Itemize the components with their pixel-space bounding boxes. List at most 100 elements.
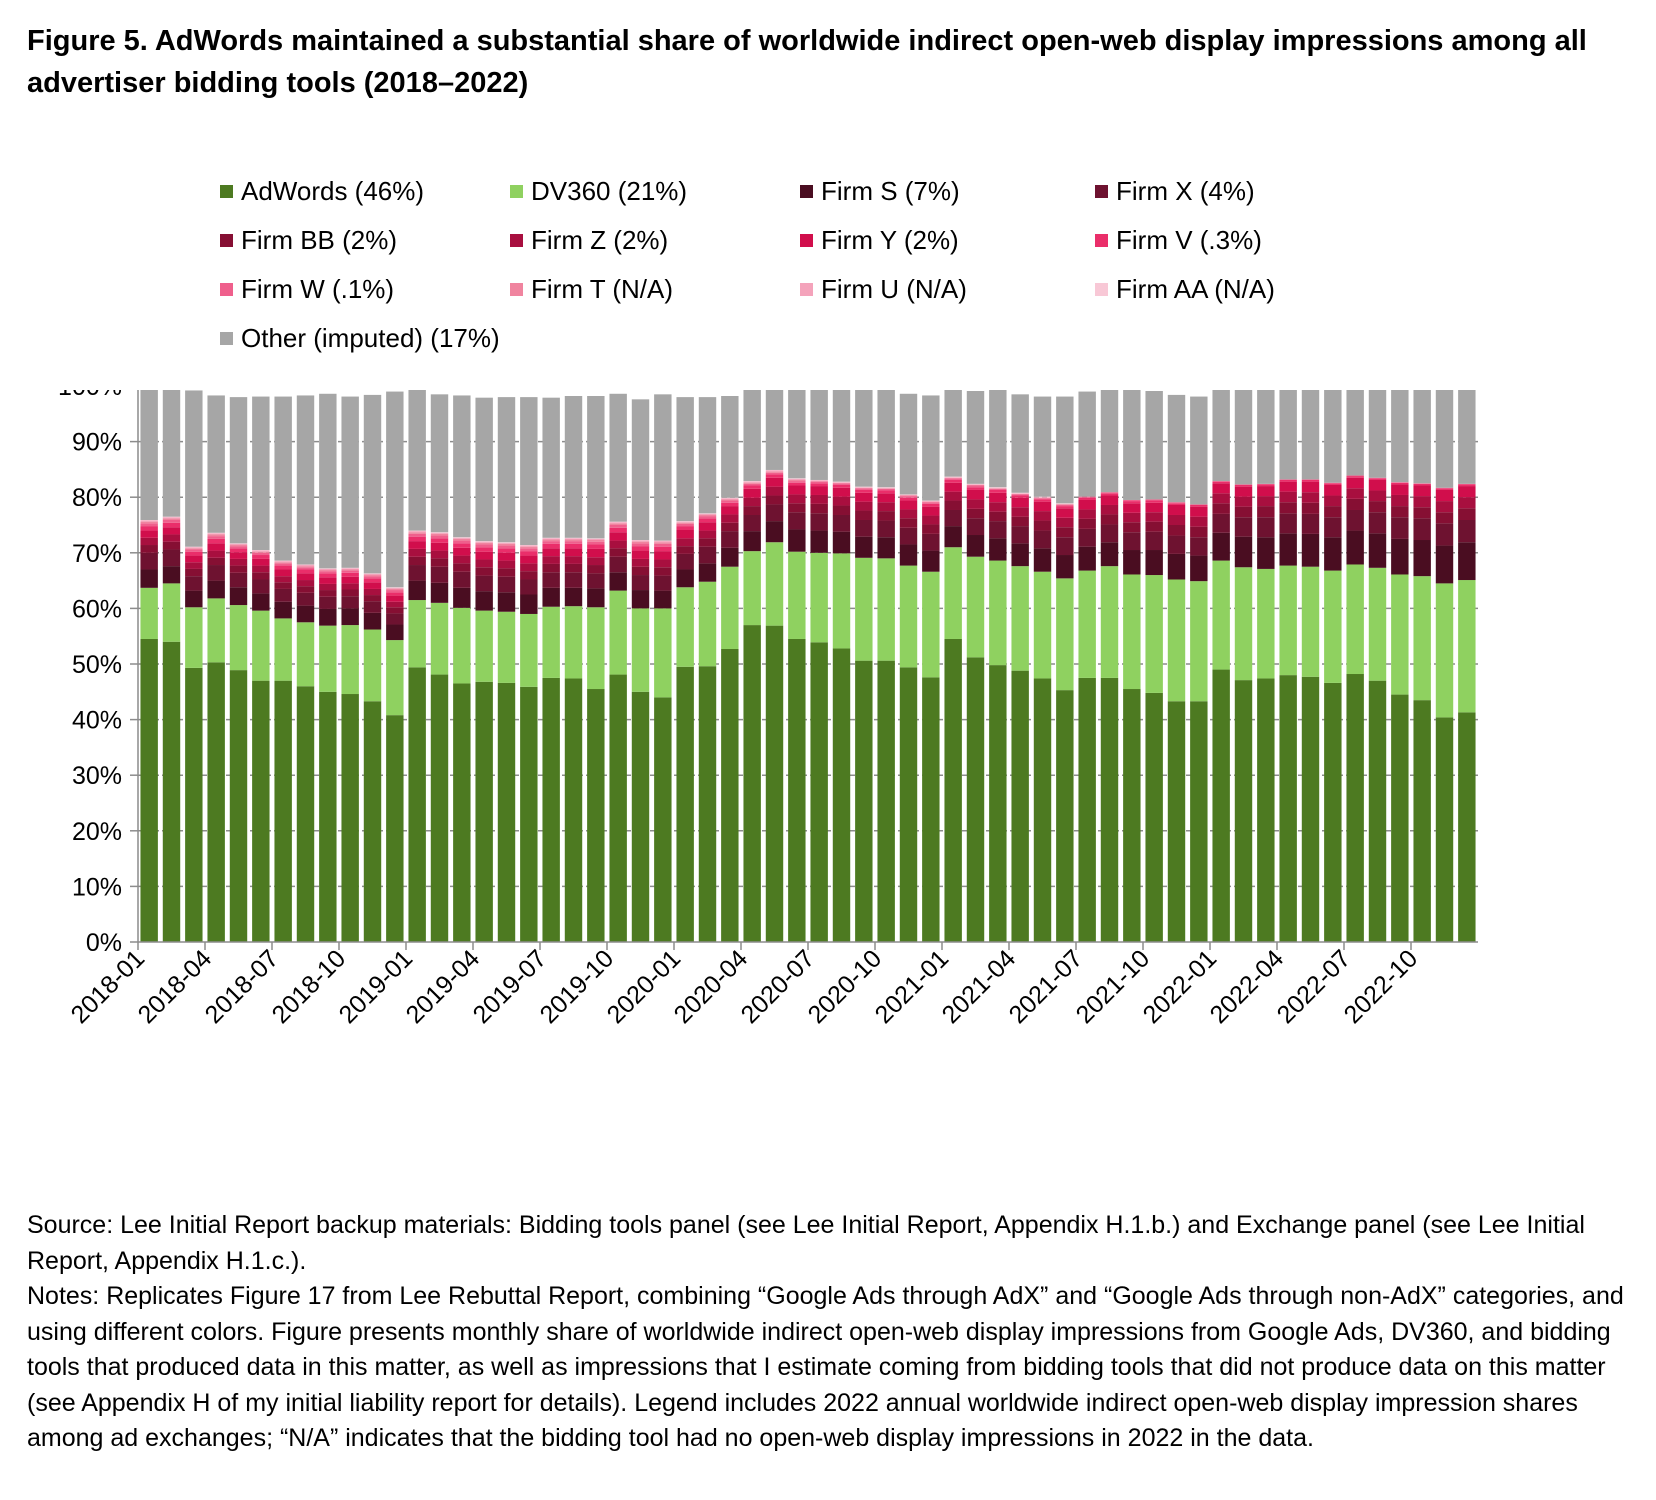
bar-segment bbox=[341, 608, 359, 626]
bar-segment bbox=[1145, 550, 1163, 576]
bar-segment bbox=[698, 518, 717, 523]
bar-segment bbox=[1011, 670, 1029, 942]
bar-segment bbox=[497, 552, 516, 561]
bar-segment bbox=[721, 497, 739, 499]
bar-segment bbox=[430, 542, 449, 551]
bar-segment bbox=[140, 520, 158, 521]
bar-segment bbox=[1435, 489, 1454, 502]
bar-segment bbox=[430, 674, 449, 942]
bar-segment bbox=[989, 492, 1007, 503]
bar-segment bbox=[899, 667, 918, 942]
bar-segment bbox=[229, 552, 248, 559]
x-tick-label: 2020-04 bbox=[669, 944, 754, 1029]
bar-segment bbox=[1167, 525, 1186, 536]
bar-segment bbox=[564, 678, 583, 942]
legend-label: AdWords (46%) bbox=[241, 176, 425, 206]
bar-segment bbox=[765, 472, 784, 475]
bar-segment bbox=[564, 563, 583, 573]
x-tick-label: 2018-10 bbox=[267, 944, 352, 1029]
bar-segment bbox=[520, 613, 538, 687]
bar-segment bbox=[788, 478, 806, 480]
bar-segment bbox=[1301, 492, 1320, 503]
bar-segment bbox=[363, 701, 382, 942]
bar-segment bbox=[296, 567, 315, 570]
bar-segment bbox=[1100, 514, 1119, 525]
bar-segment bbox=[1391, 517, 1409, 539]
bar-segment bbox=[788, 503, 806, 513]
bar-segment bbox=[1458, 484, 1476, 487]
bar-segment bbox=[899, 518, 918, 528]
bar-segment bbox=[1123, 499, 1141, 502]
legend-swatch bbox=[800, 283, 813, 296]
bar-segment bbox=[922, 550, 940, 572]
bar-segment bbox=[1368, 477, 1387, 479]
bar-segment bbox=[944, 478, 962, 480]
bar-segment bbox=[855, 520, 873, 537]
bar-segment bbox=[430, 558, 449, 567]
bar-segment bbox=[855, 492, 873, 502]
bar-segment bbox=[989, 488, 1007, 489]
bar-segment bbox=[229, 605, 248, 671]
bar-segment bbox=[1167, 504, 1186, 515]
bar-segment bbox=[765, 471, 784, 473]
bar-segment bbox=[1167, 701, 1186, 942]
bar-segment bbox=[542, 548, 560, 557]
bar-segment bbox=[296, 605, 315, 623]
bar-segment bbox=[497, 576, 516, 593]
bar-segment bbox=[296, 586, 315, 593]
bar-segment bbox=[341, 572, 359, 577]
bar-segment bbox=[810, 390, 828, 480]
bar-segment bbox=[274, 560, 292, 562]
bar-segment bbox=[587, 588, 605, 608]
bar-segment bbox=[989, 538, 1007, 561]
bar-segment bbox=[721, 566, 739, 649]
x-tick-label: 2018-07 bbox=[200, 944, 285, 1029]
bar-segment bbox=[274, 582, 292, 589]
legend-swatch bbox=[510, 185, 523, 198]
bar-segment bbox=[855, 488, 873, 490]
bar-segment bbox=[542, 538, 560, 540]
bar-segment bbox=[966, 485, 985, 488]
bar-segment bbox=[453, 571, 471, 588]
bar-segment bbox=[1301, 479, 1320, 482]
bar-segment bbox=[453, 587, 471, 608]
legend-item: Firm S (7%) bbox=[800, 176, 960, 207]
bar-segment bbox=[1078, 677, 1096, 942]
bar-segment bbox=[944, 509, 962, 527]
bar-segment bbox=[430, 538, 449, 543]
bar-segment bbox=[899, 565, 918, 668]
bar-segment bbox=[877, 537, 895, 559]
bar-segment bbox=[1257, 483, 1275, 485]
bar-segment bbox=[989, 511, 1007, 522]
bar-segment bbox=[877, 660, 895, 942]
bar-segment bbox=[1413, 540, 1431, 577]
bar-segment bbox=[788, 494, 806, 504]
bar-segment bbox=[587, 544, 605, 549]
bar-segment bbox=[564, 538, 583, 540]
bar-segment bbox=[810, 513, 828, 531]
bar-segment bbox=[966, 489, 985, 500]
bar-segment bbox=[162, 518, 181, 520]
legend-item: Firm V (.3%) bbox=[1095, 225, 1262, 256]
y-tick-label: 30% bbox=[72, 762, 122, 790]
bar-segment bbox=[721, 514, 739, 523]
bar-segment bbox=[1346, 488, 1364, 499]
bar-segment bbox=[185, 555, 203, 563]
bar-segment bbox=[1123, 512, 1141, 523]
bar-segment bbox=[721, 506, 739, 515]
bar-segment bbox=[743, 488, 761, 498]
bar-segment bbox=[1056, 537, 1074, 556]
bar-segment bbox=[1324, 570, 1342, 683]
y-tick-label: 50% bbox=[72, 651, 122, 679]
bar-segment bbox=[743, 625, 761, 942]
x-tick-label: 2020-07 bbox=[736, 944, 821, 1029]
bar-segment bbox=[1145, 391, 1163, 500]
bar-segment bbox=[296, 564, 315, 566]
bar-segment bbox=[1033, 396, 1052, 497]
legend-label: Firm Y (2%) bbox=[821, 225, 959, 255]
bar-segment bbox=[252, 550, 270, 551]
bar-segment bbox=[1056, 504, 1074, 507]
bar-segment bbox=[1458, 520, 1476, 543]
bar-segment bbox=[453, 683, 471, 942]
bar-segment bbox=[185, 568, 203, 577]
